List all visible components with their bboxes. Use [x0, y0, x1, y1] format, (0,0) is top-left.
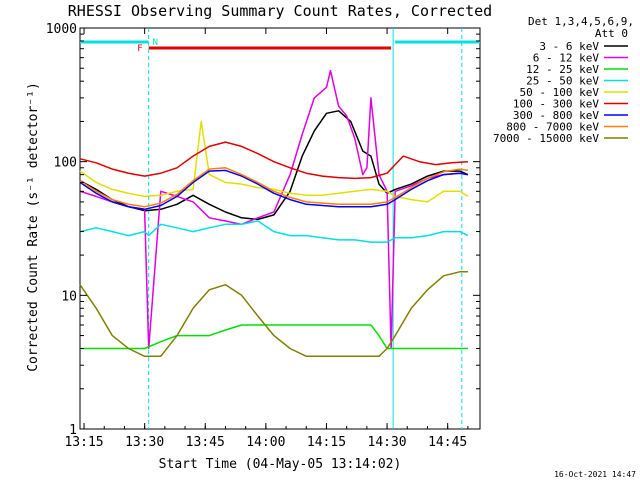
y-axis: 1 10 100 1000	[46, 22, 480, 438]
plot-area: FN	[79, 27, 481, 430]
series-line-1	[79, 69, 469, 350]
x-tick-label: 14:45	[428, 435, 467, 450]
flare-flag-label: F	[137, 44, 142, 54]
series-line-3	[79, 220, 469, 243]
y-tick-label: 100	[54, 156, 77, 171]
series-line-0	[79, 110, 469, 221]
legend-label-1: 6 - 12 keV	[533, 52, 600, 65]
series-line-4	[79, 120, 469, 203]
series-line-6	[79, 169, 469, 211]
legend-label-4: 50 - 100 keV	[520, 86, 600, 99]
y-tick-label: 1000	[46, 22, 77, 37]
x-tick-label: 13:30	[125, 435, 164, 450]
night-flag-label: N	[153, 38, 158, 48]
timestamp: 16-Oct-2021 14:47	[554, 470, 636, 479]
x-tick-label: 14:00	[246, 435, 285, 450]
x-axis-label: Start Time (04-May-05 13:14:02)	[159, 457, 402, 472]
legend-label-7: 800 - 7000 keV	[506, 121, 599, 134]
series-line-7	[79, 167, 469, 208]
legend-header-line-1: Det 1,3,4,5,6,9,	[528, 15, 634, 28]
y-axis-label: Corrected Count Rate (s⁻¹ detector⁻¹)	[26, 82, 41, 372]
y-tick-label: 10	[61, 289, 77, 304]
y-tick-label: 1	[69, 423, 77, 438]
x-tick-label: 14:30	[368, 435, 407, 450]
x-tick-label: 14:15	[307, 435, 346, 450]
legend-header-line-2: Att 0	[595, 27, 628, 40]
legend-label-8: 7000 - 15000 keV	[493, 132, 599, 145]
x-tick-label: 13:45	[186, 435, 225, 450]
series-line-8	[79, 271, 468, 358]
legend-label-0: 3 - 6 keV	[539, 40, 599, 53]
legend-label-3: 25 - 50 keV	[526, 75, 599, 88]
chart-title: RHESSI Observing Summary Count Rates, Co…	[68, 2, 492, 20]
legend-label-2: 12 - 25 keV	[526, 63, 599, 76]
x-axis: 13:15 13:30 13:45 14:00 14:15 14:30 14:45	[64, 28, 469, 450]
series-line-5	[79, 141, 468, 180]
series-line-2	[80, 324, 468, 350]
legend-label-6: 300 - 800 keV	[513, 109, 599, 122]
x-tick-label: 13:15	[64, 435, 103, 450]
plot-frame	[79, 27, 481, 430]
legend-label-5: 100 - 300 keV	[513, 98, 599, 111]
